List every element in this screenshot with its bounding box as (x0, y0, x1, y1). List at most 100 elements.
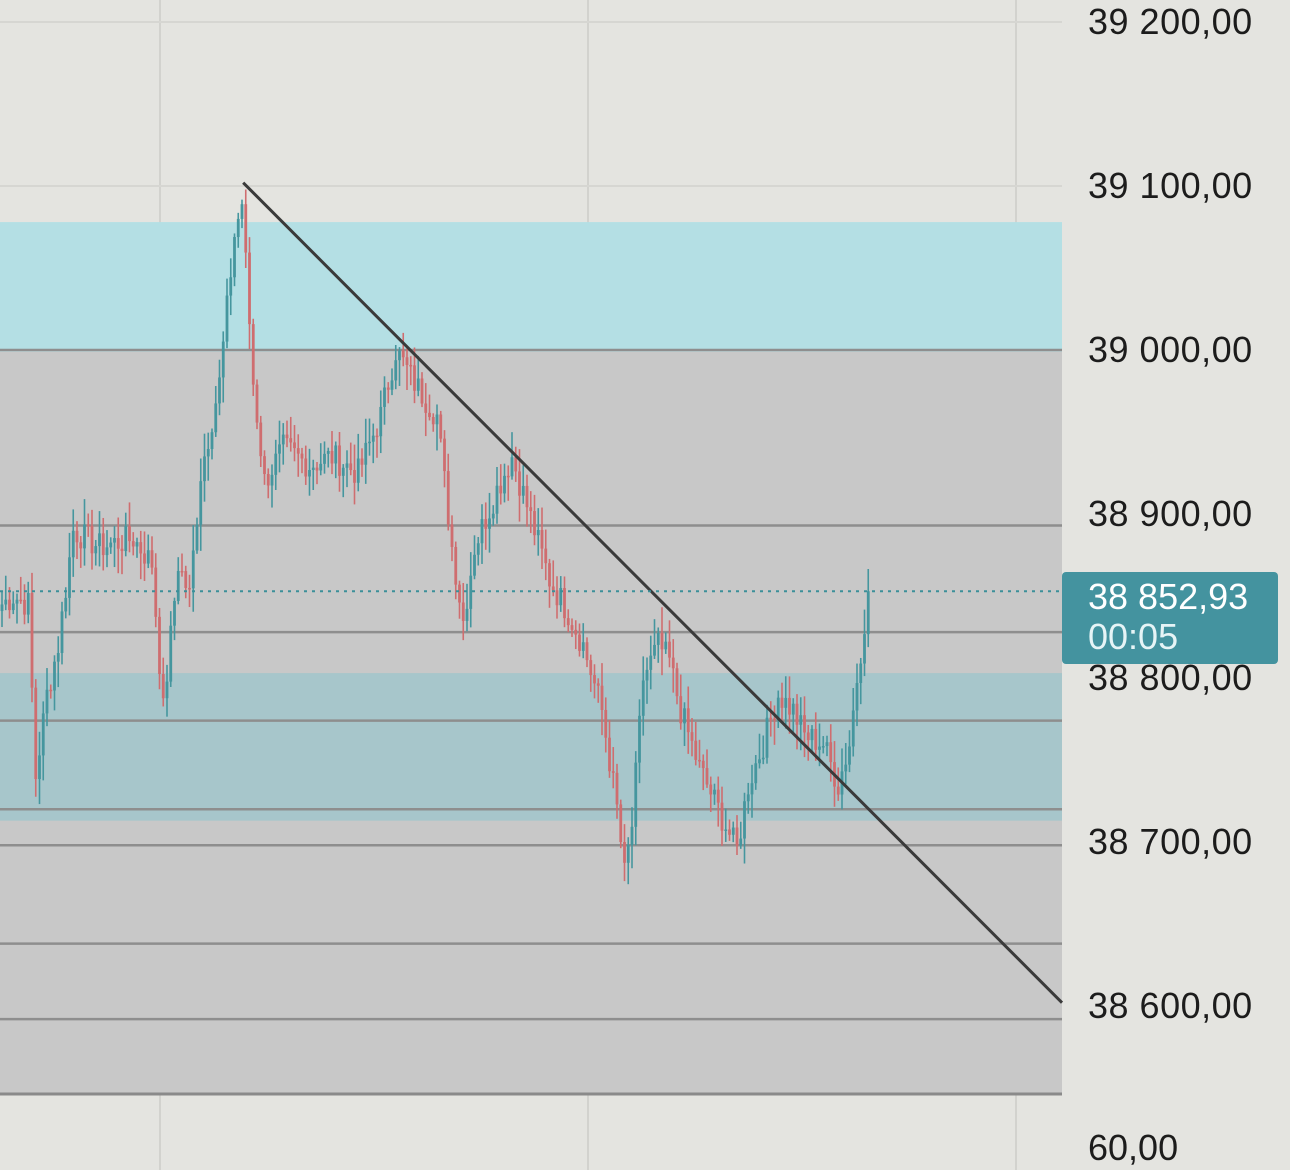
candle-down (143, 553, 146, 564)
candle-up (308, 470, 311, 477)
candle-down (563, 588, 566, 619)
candle-up (743, 801, 746, 839)
candle-down (525, 485, 529, 508)
candle-down (330, 450, 334, 464)
candle-up (536, 529, 540, 536)
candle-up (848, 746, 851, 765)
candle-up (135, 542, 139, 547)
candlestick-series (0, 189, 870, 885)
candle-down (698, 759, 701, 762)
candle-down (769, 717, 773, 720)
candle-up (473, 554, 476, 576)
candle-up (739, 838, 743, 846)
candle-down (386, 387, 390, 390)
candle-down (420, 378, 424, 404)
candle-up (383, 387, 386, 407)
candle-down (128, 526, 131, 542)
candle-down (154, 567, 158, 617)
candle-down (551, 586, 555, 591)
y-axis-tick-label: 39 100,00 (1088, 165, 1253, 206)
candle-up (165, 681, 169, 699)
candle-down (450, 524, 454, 547)
candle-down (533, 511, 536, 536)
candle-up (799, 715, 803, 725)
candle-up (11, 603, 15, 611)
candle-up (521, 485, 525, 496)
candle-down (544, 548, 548, 564)
candle-up (218, 377, 221, 404)
candle-up (866, 591, 870, 635)
candle-down (619, 804, 623, 843)
candle-down (484, 519, 488, 529)
candle-down (285, 434, 289, 439)
candle-up (630, 826, 634, 845)
candle-up (746, 794, 750, 802)
candle-down (349, 463, 353, 471)
indicator-pane-tick: 60,00 (1088, 1127, 1179, 1168)
candle-down (529, 507, 533, 512)
candle-up (851, 710, 855, 747)
candle-up (435, 414, 439, 425)
candle-up (225, 295, 229, 342)
candle-down (593, 675, 596, 684)
candle-down (360, 458, 364, 465)
candle-down (578, 634, 581, 651)
candle-up (169, 625, 173, 682)
candle-up (626, 844, 630, 863)
supply-zone (0, 222, 1062, 352)
candle-up (326, 450, 330, 454)
price-zones (0, 222, 1062, 1096)
candle-up (109, 542, 113, 548)
candle-down (499, 485, 503, 494)
candle-up (221, 341, 225, 378)
candle-down (86, 524, 90, 526)
candle-up (38, 755, 41, 780)
candle-down (675, 668, 679, 697)
bar-countdown: 00:05 (1088, 616, 1179, 657)
candle-down (30, 593, 34, 688)
candle-down (600, 685, 604, 710)
candle-up (784, 697, 788, 708)
candle-down (75, 530, 79, 543)
candle-up (634, 762, 638, 827)
candle-up (60, 611, 64, 654)
candle-down (458, 584, 461, 603)
candle-down (49, 689, 53, 692)
candle-down (405, 357, 409, 365)
candle-up (503, 475, 506, 494)
trendline[interactable] (242, 181, 1064, 1004)
candle-down (518, 471, 521, 496)
candle-down (375, 435, 379, 438)
candle-down (443, 438, 446, 472)
candle-up (278, 444, 281, 454)
candle-up (758, 759, 761, 764)
candle-up (173, 600, 176, 626)
y-axis-tick-label: 38 600,00 (1088, 985, 1253, 1026)
candle-up (476, 543, 480, 555)
candle-down (555, 590, 559, 606)
candle-down (300, 453, 304, 459)
drawing-overlays[interactable] (0, 181, 1064, 1004)
candle-up (491, 513, 495, 519)
candle-down (566, 618, 570, 626)
candle-down (694, 740, 698, 760)
candle-up (398, 350, 401, 361)
candle-down (803, 715, 806, 733)
candle-down (255, 384, 259, 423)
candle-up (480, 519, 484, 544)
candle-down (686, 708, 690, 733)
candle-down (315, 467, 319, 471)
candle-down (431, 417, 435, 425)
candle-up (199, 481, 203, 525)
candle-up (844, 764, 848, 772)
candle-up (776, 697, 780, 721)
candle-down (735, 827, 739, 846)
candle-up (341, 467, 345, 476)
y-axis-tick-label: 39 200,00 (1088, 1, 1253, 42)
candle-down (293, 442, 296, 449)
candle-up (649, 655, 653, 670)
candle-down (829, 742, 833, 763)
candle-down (585, 642, 589, 661)
candle-up (791, 703, 795, 715)
